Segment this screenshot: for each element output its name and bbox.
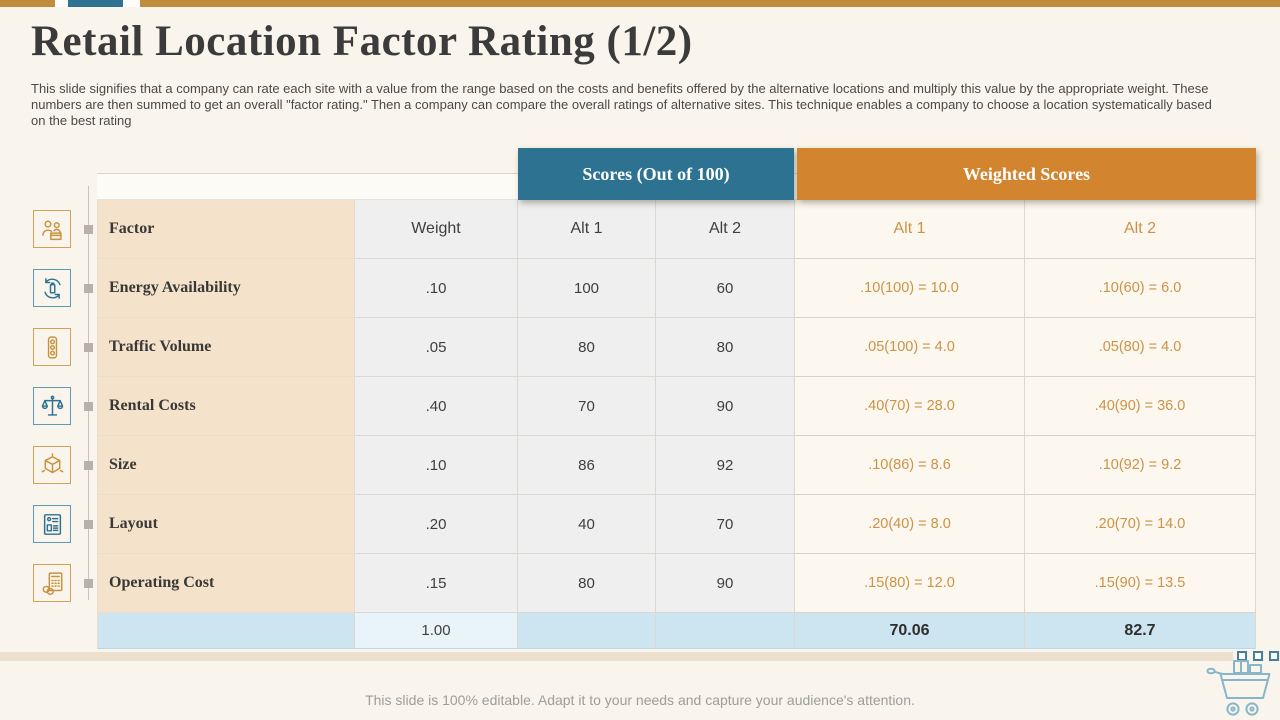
column-header-score-alt1: Alt 1: [518, 200, 656, 259]
totals-score-alt2-cell: [656, 613, 795, 649]
weighted-alt2-cell: .10(92) = 9.2: [1025, 436, 1256, 495]
weighted-alt1-cell: .40(70) = 28.0: [795, 377, 1025, 436]
rail-connector: [84, 402, 93, 411]
rail-connector: [84, 520, 93, 529]
energy-availability-icon: [33, 269, 71, 307]
score-alt1-cell: 80: [518, 318, 656, 377]
weight-cell: .40: [355, 377, 518, 436]
top-bar-gap: [55, 0, 68, 7]
totals-score-alt1-cell: [518, 613, 656, 649]
factor-rating-table: Scores (Out of 100) Weighted Scores Fact…: [97, 148, 1256, 649]
totals-weighted-alt2-cell: 82.7: [1025, 613, 1256, 649]
scores-group-header: Scores (Out of 100): [518, 148, 794, 200]
column-header-weighted-alt2: Alt 2: [1025, 200, 1256, 259]
score-alt2-cell: 80: [656, 318, 795, 377]
decor-squares: [1237, 651, 1279, 661]
people-icon: [33, 210, 71, 248]
rail-connector: [84, 284, 93, 293]
rail-connector: [84, 343, 93, 352]
table-grid: Factor Weight Alt 1 Alt 2 Alt 1 Alt 2 En…: [97, 200, 1256, 649]
size-cube-icon: [33, 446, 71, 484]
score-alt1-cell: 80: [518, 554, 656, 613]
rental-costs-scale-icon: [33, 387, 71, 425]
top-accent-bar: [0, 0, 1280, 7]
decor-square: [1269, 651, 1279, 661]
factor-cell: Operating Cost: [97, 554, 355, 613]
weight-cell: .05: [355, 318, 518, 377]
top-bar-gap: [123, 0, 140, 7]
weight-cell: .10: [355, 259, 518, 318]
layout-document-icon: [33, 505, 71, 543]
rail-connector: [84, 461, 93, 470]
score-alt1-cell: 86: [518, 436, 656, 495]
weighted-alt1-cell: .10(86) = 8.6: [795, 436, 1025, 495]
factor-cell: Traffic Volume: [97, 318, 355, 377]
score-alt2-cell: 90: [656, 377, 795, 436]
factor-cell: Energy Availability: [97, 259, 355, 318]
totals-factor-cell: [97, 613, 355, 649]
weight-cell: .15: [355, 554, 518, 613]
weighted-alt2-cell: .05(80) = 4.0: [1025, 318, 1256, 377]
page-title: Retail Location Factor Rating (1/2): [31, 18, 693, 65]
rail-connector: [84, 225, 93, 234]
column-header-weight: Weight: [355, 200, 518, 259]
score-alt2-cell: 60: [656, 259, 795, 318]
factor-cell: Size: [97, 436, 355, 495]
icon-rail-line: [88, 186, 89, 600]
factor-cell: Rental Costs: [97, 377, 355, 436]
weighted-alt1-cell: .15(80) = 12.0: [795, 554, 1025, 613]
score-alt1-cell: 70: [518, 377, 656, 436]
totals-weighted-alt1-cell: 70.06: [795, 613, 1025, 649]
column-header-score-alt2: Alt 2: [656, 200, 795, 259]
totals-weight-cell: 1.00: [355, 613, 518, 649]
column-header-factor: Factor: [97, 200, 355, 259]
weighted-alt1-cell: .05(100) = 4.0: [795, 318, 1025, 377]
score-alt1-cell: 100: [518, 259, 656, 318]
weighted-alt2-cell: .10(60) = 6.0: [1025, 259, 1256, 318]
weighted-alt2-cell: .15(90) = 13.5: [1025, 554, 1256, 613]
weight-cell: .20: [355, 495, 518, 554]
score-alt2-cell: 70: [656, 495, 795, 554]
footer-note: This slide is 100% editable. Adapt it to…: [365, 692, 915, 708]
weighted-alt2-cell: .20(70) = 14.0: [1025, 495, 1256, 554]
score-alt2-cell: 90: [656, 554, 795, 613]
column-header-weighted-alt1: Alt 1: [795, 200, 1025, 259]
rail-connector: [84, 579, 93, 588]
shopping-cart-icon: [1205, 659, 1280, 720]
factor-cell: Layout: [97, 495, 355, 554]
top-bar-blue-segment: [68, 0, 123, 7]
weight-cell: .10: [355, 436, 518, 495]
operating-cost-icon: [33, 564, 71, 602]
score-alt2-cell: 92: [656, 436, 795, 495]
weighted-alt1-cell: .10(100) = 10.0: [795, 259, 1025, 318]
footer-divider-band: [0, 652, 1233, 661]
weighted-scores-group-header: Weighted Scores: [797, 148, 1256, 200]
score-alt1-cell: 40: [518, 495, 656, 554]
weighted-alt1-cell: .20(40) = 8.0: [795, 495, 1025, 554]
slide-description: This slide signifies that a company can …: [31, 81, 1212, 128]
traffic-light-icon: [33, 328, 71, 366]
weighted-alt2-cell: .40(90) = 36.0: [1025, 377, 1256, 436]
decor-square: [1253, 651, 1263, 661]
